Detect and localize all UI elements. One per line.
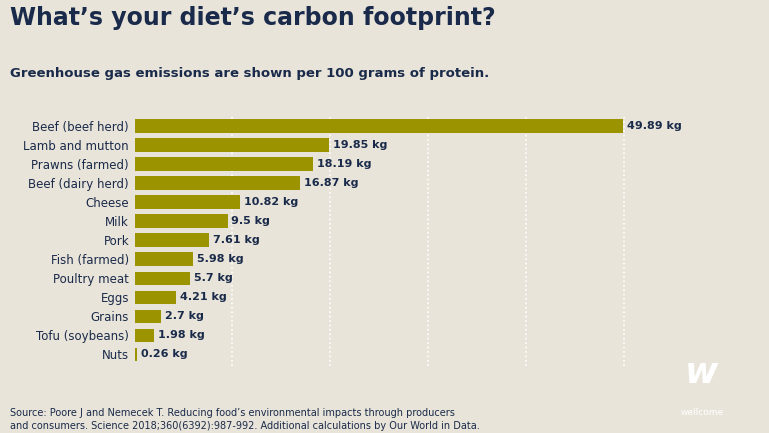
Text: 4.21 kg: 4.21 kg [180, 292, 226, 302]
Text: 18.19 kg: 18.19 kg [317, 159, 371, 169]
Text: 0.26 kg: 0.26 kg [141, 349, 188, 359]
Bar [135, 271, 191, 285]
Text: Source: Poore J and Nemecek T. Reducing food’s environmental impacts through pro: Source: Poore J and Nemecek T. Reducing … [10, 407, 480, 431]
Bar [135, 195, 241, 209]
Text: 10.82 kg: 10.82 kg [245, 197, 298, 207]
Text: 16.87 kg: 16.87 kg [304, 178, 358, 188]
Text: wellcome: wellcome [680, 408, 724, 417]
Text: 19.85 kg: 19.85 kg [333, 140, 387, 150]
Bar [135, 329, 154, 343]
Text: 2.7 kg: 2.7 kg [165, 311, 204, 321]
Bar [135, 233, 209, 247]
Bar [135, 310, 161, 323]
Text: What’s your diet’s carbon footprint?: What’s your diet’s carbon footprint? [10, 6, 496, 30]
Text: 5.7 kg: 5.7 kg [195, 273, 233, 283]
Bar [135, 176, 300, 190]
Text: 7.61 kg: 7.61 kg [213, 235, 260, 246]
Bar [135, 214, 228, 228]
Bar [135, 157, 313, 171]
Text: 49.89 kg: 49.89 kg [627, 121, 681, 131]
Text: w: w [685, 356, 718, 390]
Bar [135, 138, 329, 152]
Text: Greenhouse gas emissions are shown per 100 grams of protein.: Greenhouse gas emissions are shown per 1… [10, 67, 489, 80]
Bar [135, 120, 623, 133]
Bar [135, 348, 137, 361]
Bar [135, 252, 193, 266]
Text: 5.98 kg: 5.98 kg [197, 254, 244, 264]
Text: 1.98 kg: 1.98 kg [158, 330, 205, 340]
Text: 9.5 kg: 9.5 kg [231, 216, 271, 226]
Bar [135, 291, 176, 304]
